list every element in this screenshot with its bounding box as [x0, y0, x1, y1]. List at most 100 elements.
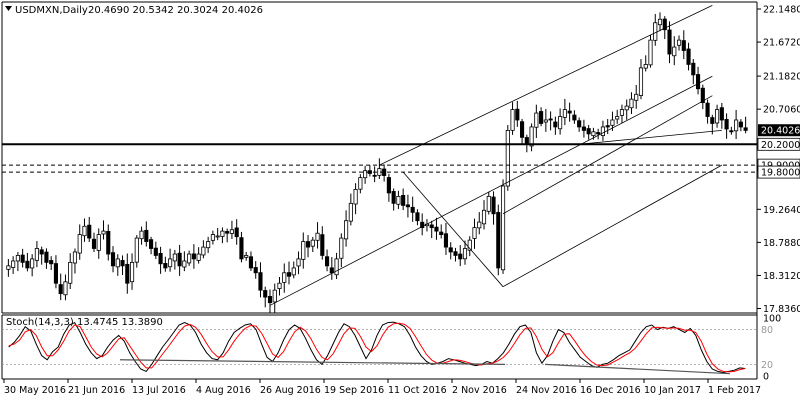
candle-body — [681, 40, 686, 51]
candle-body — [467, 239, 472, 251]
x-tick-label-2: 13 Jul 2016 — [132, 385, 186, 396]
candle-body — [591, 131, 596, 137]
stoch-divergence-2 — [544, 363, 731, 375]
candle-body — [106, 230, 111, 255]
candle-body — [543, 119, 548, 123]
candle-body — [153, 247, 158, 256]
candle-body — [581, 126, 586, 131]
trend-support-line — [579, 130, 722, 145]
candle-body — [567, 110, 572, 114]
candle-body — [348, 202, 353, 222]
candle-body — [624, 105, 629, 111]
candle-body — [415, 212, 420, 222]
candle-body — [534, 112, 539, 128]
candle-body — [101, 230, 106, 235]
candle-body — [462, 248, 468, 260]
candle-body — [391, 191, 396, 204]
candle-body — [558, 116, 563, 130]
candle-body — [695, 74, 701, 90]
x-tick-label-0: 30 May 2016 — [4, 385, 66, 396]
candle-body — [486, 195, 491, 212]
y-tick-label-0: 22.1480 — [763, 5, 800, 16]
candle-body — [191, 253, 196, 260]
candle-body — [715, 109, 720, 124]
candle-body — [49, 260, 54, 265]
chart-symbol: USDMXN,Daily — [15, 5, 88, 16]
candle-body — [577, 120, 582, 128]
candle-body — [572, 114, 577, 121]
candle-body — [529, 126, 534, 147]
candle-body — [520, 121, 525, 138]
candle-body — [258, 272, 263, 291]
x-tick-label-4: 26 Aug 2016 — [260, 385, 321, 396]
candle-body — [134, 237, 139, 263]
channel-upper-1 — [379, 5, 713, 166]
candle-body — [206, 241, 211, 249]
candle-body — [562, 109, 567, 118]
x-tick-label-10: 10 Jan 2017 — [644, 385, 701, 396]
candle-body — [443, 233, 449, 248]
candle-body — [6, 265, 11, 270]
candle-body — [472, 227, 477, 239]
stoch-series-1 — [8, 322, 746, 373]
candle-body — [229, 229, 234, 234]
x-tick-label-1: 21 Jun 2016 — [68, 385, 125, 396]
candle-body — [729, 130, 734, 133]
channel-lower-1 — [269, 75, 713, 306]
x-tick-label-5: 19 Sep 2016 — [324, 385, 384, 396]
y-tick-label-4: 19.2640 — [763, 205, 800, 216]
candle-body — [710, 117, 715, 124]
candle-body — [248, 256, 254, 269]
candle-body — [434, 226, 439, 232]
candle-body — [401, 195, 406, 206]
candle-body — [667, 29, 672, 55]
candle-body — [619, 109, 625, 116]
candle-body — [139, 230, 144, 240]
candle-body — [115, 258, 120, 268]
candle-body — [610, 119, 615, 126]
candle-body — [405, 204, 410, 208]
candle-body — [634, 93, 639, 101]
candle-body — [87, 224, 92, 239]
candle-body — [510, 109, 515, 131]
candle-body — [267, 296, 273, 304]
candle-body — [282, 272, 287, 283]
candle-body — [334, 258, 339, 276]
candle-body — [700, 87, 705, 104]
candle-body — [662, 18, 667, 31]
candle-body — [68, 261, 73, 284]
y-tick-label-5: 18.7880 — [763, 238, 800, 249]
candle-body — [182, 260, 187, 268]
candle-body — [324, 256, 330, 267]
channel-mid-2 — [502, 95, 713, 215]
stoch-y-label-0: 100 — [763, 314, 781, 325]
candle-body — [515, 108, 520, 121]
candle-body — [539, 111, 544, 124]
candle-body — [220, 230, 225, 237]
candle-body — [58, 284, 63, 295]
collapse-arrow-icon[interactable] — [5, 6, 12, 11]
candle-body — [272, 289, 277, 303]
y-tick-label-1: 21.6720 — [763, 38, 800, 49]
candle-body — [553, 121, 558, 128]
x-tick-label-3: 4 Aug 2016 — [196, 385, 251, 396]
channel-drop-line — [402, 171, 504, 287]
candle-body — [172, 253, 177, 262]
candle-body — [615, 116, 620, 120]
candle-body — [11, 260, 16, 268]
candle-body — [163, 263, 168, 269]
candle-body — [429, 224, 434, 229]
axes-layer: 22.1480 21.6720 21.1820 20.7060 19.2640 18.78… — [3, 5, 800, 396]
candle-body — [605, 125, 610, 128]
candle-body — [196, 253, 201, 261]
candle-body — [686, 48, 691, 65]
level-price-label-2: 19.8000 — [761, 168, 800, 179]
candle-body — [329, 267, 334, 274]
stoch-level-label-0: 80 — [761, 325, 773, 336]
candle-body — [244, 255, 249, 258]
candle-body — [310, 239, 315, 247]
candles-layer — [6, 12, 748, 313]
channel-lower-2 — [502, 164, 723, 288]
x-tick-label-7: 2 Nov 2016 — [452, 385, 507, 396]
x-tick-label-8: 24 Nov 2016 — [516, 385, 577, 396]
